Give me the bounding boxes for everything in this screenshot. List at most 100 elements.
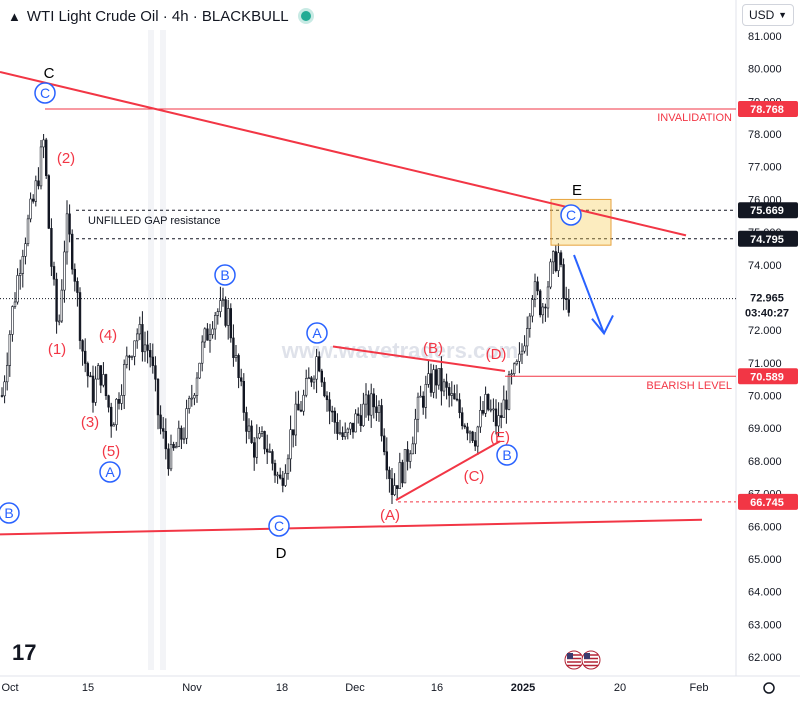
candle-body	[463, 425, 466, 428]
candle-body	[271, 451, 274, 464]
candle-body	[195, 377, 199, 396]
candle-body	[307, 377, 310, 380]
candle-body	[395, 485, 399, 489]
candle-body	[120, 395, 123, 404]
candle-body	[110, 406, 113, 427]
candle-body	[5, 365, 9, 383]
currency-select[interactable]: USD ▼	[742, 4, 794, 26]
candle-body	[175, 446, 178, 449]
candle-body	[34, 180, 38, 202]
candle-body	[562, 264, 565, 299]
candle-body	[68, 213, 71, 235]
chevron-down-icon: ▼	[778, 10, 787, 20]
candle-body	[544, 306, 547, 309]
candle-body	[554, 251, 558, 271]
candle-body	[18, 273, 22, 276]
candle-body	[372, 393, 375, 408]
wave-label: B	[502, 447, 511, 463]
candle-body	[86, 363, 90, 377]
candle-body	[291, 429, 295, 436]
candle-body	[320, 370, 323, 383]
collapse-arrow-icon[interactable]: ▲	[8, 8, 21, 24]
candle-body	[299, 409, 303, 412]
candle-body	[162, 428, 165, 432]
symbol-header[interactable]: ▲ WTI Light Crude Oil · 4h · BLACKBULL	[8, 6, 315, 26]
wave-label: (3)	[81, 414, 99, 431]
candle-body	[541, 306, 545, 316]
candle-body	[55, 278, 58, 322]
wave-label: B	[220, 267, 229, 283]
candle-body	[26, 218, 30, 245]
annotation-text: INVALIDATION	[657, 112, 732, 124]
candle-body	[427, 373, 430, 385]
candle-body	[323, 381, 326, 397]
candle-body	[468, 431, 472, 434]
a-c-trendline	[395, 440, 501, 501]
candle-body	[489, 408, 492, 411]
candle-body	[528, 315, 532, 329]
wave-label: (2)	[57, 150, 75, 167]
wave-label: C	[44, 65, 55, 82]
candle-body	[515, 361, 519, 365]
candle-body	[182, 437, 186, 440]
lower-trendline	[0, 518, 703, 536]
candle-body	[8, 334, 11, 366]
y-tick-label: 77.000	[748, 162, 782, 174]
wave-label: C	[566, 207, 576, 223]
candle-body	[403, 449, 407, 484]
candle-body	[57, 320, 61, 323]
wave-label: (B)	[423, 340, 443, 357]
candle-body	[455, 398, 459, 401]
candle-body	[263, 431, 266, 450]
candle-body	[78, 292, 82, 341]
candle-body	[354, 413, 357, 433]
price-label: 74.795	[750, 234, 784, 246]
price-label: 66.745	[750, 497, 784, 509]
candle-body	[268, 451, 271, 453]
flag-canton	[567, 653, 573, 659]
candle-body	[37, 180, 40, 187]
candle-body	[315, 356, 318, 380]
wave-label: (A)	[380, 507, 400, 524]
candle-body	[112, 424, 116, 427]
candle-body	[185, 408, 188, 439]
candle-body	[172, 443, 175, 449]
candle-body	[167, 448, 170, 470]
candle-body	[523, 345, 526, 352]
gear-icon[interactable]	[763, 682, 775, 694]
candle-body	[408, 453, 412, 462]
candle-body	[154, 365, 157, 380]
candle-body	[44, 139, 48, 176]
x-tick-label: Oct	[1, 682, 18, 694]
candle-body	[432, 369, 435, 393]
candle-body	[289, 429, 292, 460]
candle-body	[390, 478, 394, 495]
candle-body	[419, 395, 422, 398]
x-tick-label: 16	[431, 682, 443, 694]
price-label: 75.669	[750, 205, 784, 217]
candle-body	[557, 252, 560, 271]
candle-body	[146, 344, 149, 351]
candle-body	[99, 365, 103, 386]
candle-body	[219, 300, 222, 312]
symbol-title: WTI Light Crude Oil · 4h · BLACKBULL	[26, 7, 289, 25]
flag-canton	[584, 653, 590, 659]
wave-label: A	[312, 325, 322, 341]
candle-body	[421, 395, 425, 408]
candle-body	[169, 443, 173, 470]
y-tick-label: 72.000	[748, 325, 782, 337]
candle-body	[362, 403, 365, 426]
price-label-bg	[738, 493, 798, 510]
candle-body	[258, 433, 261, 439]
candle-body	[564, 298, 568, 300]
candle-body	[128, 355, 131, 358]
wave-label: (C)	[464, 468, 485, 485]
candle-body	[484, 394, 487, 414]
candle-body	[0, 395, 4, 397]
candle-body	[481, 409, 485, 414]
price-label-bg	[738, 100, 798, 117]
candle-body	[224, 299, 227, 326]
wave-label-circle	[214, 264, 236, 286]
